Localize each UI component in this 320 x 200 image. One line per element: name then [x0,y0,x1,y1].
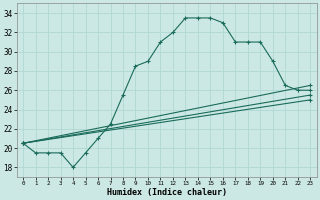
X-axis label: Humidex (Indice chaleur): Humidex (Indice chaleur) [107,188,227,197]
